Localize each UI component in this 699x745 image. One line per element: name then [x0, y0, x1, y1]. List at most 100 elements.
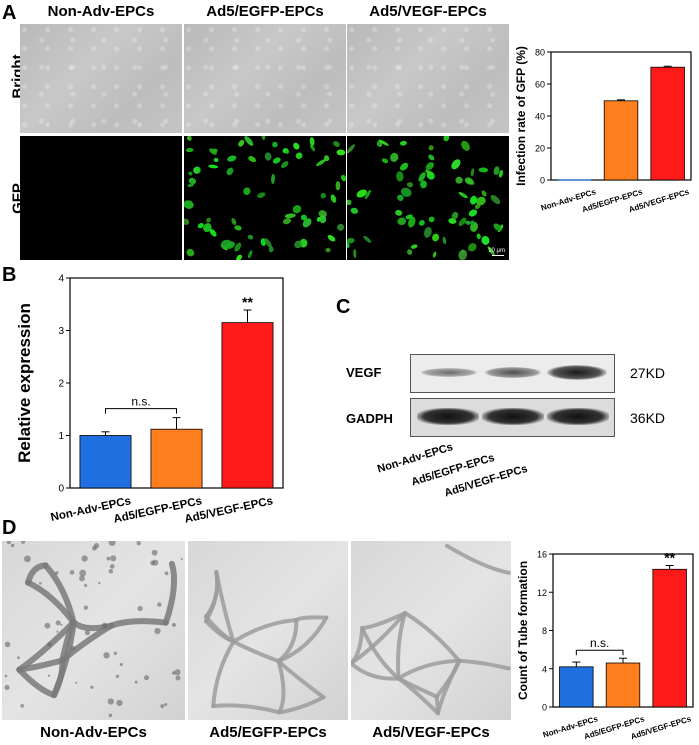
gfp-cell	[347, 242, 350, 248]
cell-cluster	[44, 622, 51, 629]
cell-cluster	[157, 602, 162, 607]
tube-segment	[351, 661, 401, 681]
column-header: Ad5/EGFP-EPCs	[206, 3, 324, 20]
cell-cluster	[172, 671, 176, 675]
cell-cluster	[108, 569, 114, 574]
tube-formation-image	[188, 541, 348, 720]
gfp-cells	[347, 136, 504, 260]
tube-segment	[276, 617, 299, 664]
gfp-cell	[474, 203, 481, 210]
cell-cluster	[79, 575, 85, 582]
gfp-cell	[209, 229, 217, 237]
gfp-cell	[193, 166, 201, 174]
y-tick-label: 4	[542, 664, 547, 674]
gfp-cell	[461, 140, 470, 151]
kd-label: 27KD	[630, 365, 666, 381]
gfp-cell	[234, 225, 242, 231]
gfp-cell	[428, 154, 435, 161]
cell-cluster	[107, 698, 114, 705]
gfp-cell	[208, 164, 219, 169]
gfp-cell	[272, 141, 278, 148]
tube-network	[351, 543, 511, 716]
gfp-cell	[470, 168, 475, 177]
tube-segment	[16, 657, 66, 673]
gfp-cell	[184, 200, 194, 209]
gfp-cell	[340, 174, 346, 182]
blot-band	[547, 365, 607, 380]
gfp-image	[184, 136, 346, 260]
cell-cluster	[4, 641, 11, 648]
cell-cluster	[180, 558, 183, 561]
gfp-cell	[257, 192, 266, 199]
gfp-cell	[350, 207, 359, 214]
gfp-cell	[197, 223, 204, 229]
bright-field-image	[184, 24, 346, 133]
tube-segment	[211, 639, 236, 709]
cell-cluster	[4, 674, 8, 678]
gfp-cell	[243, 187, 251, 196]
y-tick-label: 0	[542, 703, 547, 713]
gfp-cell	[451, 159, 461, 170]
gfp-cell	[378, 139, 389, 146]
gfp-cell	[458, 249, 468, 260]
gfp-cell	[399, 162, 409, 171]
tube-segment	[444, 543, 511, 575]
gfp-cell	[347, 144, 355, 154]
column-header: Non-Adv-EPCs	[47, 3, 155, 20]
gfp-cell	[302, 218, 312, 228]
gfp-cell	[432, 251, 437, 258]
gfp-cell	[425, 162, 434, 170]
cell-cluster	[54, 571, 59, 575]
gfp-cell	[356, 189, 367, 198]
cell-cluster	[60, 623, 63, 626]
tube-segment	[51, 657, 66, 699]
gfp-cell	[247, 234, 254, 240]
gfp-cell	[209, 148, 217, 155]
tube-segment	[403, 611, 461, 663]
gfp-cell	[226, 167, 234, 176]
cell-cluster	[154, 627, 161, 635]
gfp-cell	[476, 233, 481, 240]
gfp-cell	[428, 145, 434, 151]
tube-segment	[276, 659, 286, 715]
gfp-cell	[347, 199, 352, 206]
blot-band	[417, 408, 479, 425]
tube-segment	[162, 560, 178, 626]
scale-bar-label: 10 μm	[488, 248, 505, 254]
scale-bar	[492, 255, 504, 256]
cell-cluster	[69, 570, 75, 575]
tube-segment	[294, 615, 329, 622]
gfp-image: 10 μm	[347, 136, 509, 260]
gfp-image	[20, 136, 182, 260]
gfp-cell	[467, 243, 477, 252]
cell-cluster	[79, 569, 87, 577]
y-tick-label: 40	[535, 112, 545, 122]
tube-formation-image	[351, 541, 511, 720]
cell-cluster	[93, 543, 100, 549]
cell-cluster	[106, 556, 111, 561]
cell-cluster	[83, 605, 88, 610]
gfp-cell	[184, 218, 190, 225]
y-tick-label: 60	[535, 80, 545, 90]
gfp-cell	[395, 209, 403, 216]
gfp-cell	[281, 161, 289, 168]
gfp-cell	[330, 194, 337, 203]
kd-label: 36KD	[630, 410, 666, 426]
gfp-cell	[336, 149, 346, 156]
gfp-cell	[264, 152, 272, 161]
gfp-cell	[455, 176, 463, 184]
panel-label-b: B	[2, 264, 17, 286]
tube-network	[4, 541, 183, 718]
gfp-cell	[188, 177, 197, 185]
panel-label-d: D	[2, 517, 17, 539]
cell-cluster	[55, 620, 61, 626]
tube-segment	[434, 658, 461, 699]
column-footer: Ad5/EGFP-EPCs	[209, 724, 327, 741]
gfp-cell	[212, 148, 218, 153]
gfp-cell	[493, 166, 500, 176]
cell-cluster	[164, 571, 169, 576]
cell-cluster	[143, 675, 150, 681]
tube-formation-image	[2, 541, 185, 720]
gfp-cell	[420, 180, 427, 189]
